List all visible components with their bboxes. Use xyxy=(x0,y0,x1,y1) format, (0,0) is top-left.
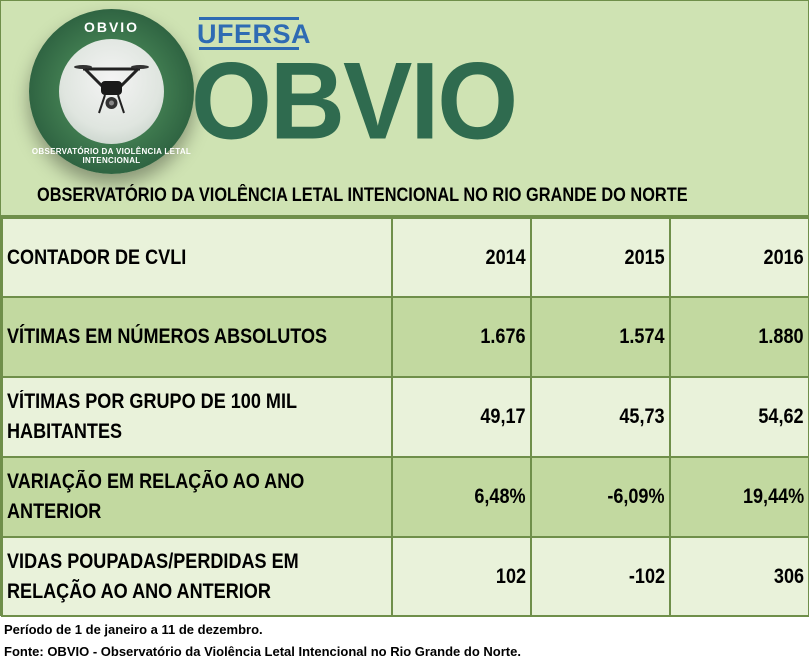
value-cell: -102 xyxy=(530,536,671,617)
obvio-brand-logo: OBVIO xyxy=(191,40,518,163)
report-subtitle: OBSERVATÓRIO DA VIOLÊNCIA LETAL INTENCIO… xyxy=(37,185,688,206)
report-frame: OBVIO OBSERVATÓRIO DA VIOLÊNCIA LETAL IN… xyxy=(0,0,809,617)
drone-icon xyxy=(74,65,149,114)
year-2016-cell: 2016 xyxy=(669,217,809,298)
value-cell: 49,17 xyxy=(391,376,532,458)
value-cell: 6,48% xyxy=(391,456,532,538)
value-cell: 102 xyxy=(391,536,532,617)
table-row: VÍTIMAS POR GRUPO DE 100 MIL HABITANTES … xyxy=(1,376,809,458)
ufersa-top-rule xyxy=(199,17,299,20)
value-cell: 54,62 xyxy=(669,376,809,458)
seal-center xyxy=(59,39,164,144)
value-cell: 45,73 xyxy=(530,376,671,458)
table-row: VARIAÇÃO EM RELAÇÃO AO ANO ANTERIOR 6,48… xyxy=(1,456,809,538)
table-row: VIDAS POUPADAS/PERDIDAS EM RELAÇÃO AO AN… xyxy=(1,536,809,617)
year-2015-cell: 2015 xyxy=(530,217,671,298)
value-cell: -6,09% xyxy=(530,456,671,538)
value-cell: 306 xyxy=(669,536,809,617)
row-label-cell: VÍTIMAS EM NÚMEROS ABSOLUTOS xyxy=(1,296,393,378)
value-cell: 1.880 xyxy=(669,296,809,378)
row-label-cell: VARIAÇÃO EM RELAÇÃO AO ANO ANTERIOR xyxy=(1,456,393,538)
value-cell: 19,44% xyxy=(669,456,809,538)
table-row: VÍTIMAS EM NÚMEROS ABSOLUTOS 1.676 1.574… xyxy=(1,296,809,378)
seal-top-text: OBVIO xyxy=(83,19,140,35)
ufersa-logo-text: UFERSA xyxy=(197,19,312,49)
value-cell: 1.574 xyxy=(530,296,671,378)
obvio-seal-logo: OBVIO OBSERVATÓRIO DA VIOLÊNCIA LETAL IN… xyxy=(29,9,194,174)
row-label-cell: VIDAS POUPADAS/PERDIDAS EM RELAÇÃO AO AN… xyxy=(1,536,393,617)
report-header: OBVIO OBSERVATÓRIO DA VIOLÊNCIA LETAL IN… xyxy=(1,1,808,217)
row-label-cell: VÍTIMAS POR GRUPO DE 100 MIL HABITANTES xyxy=(1,376,393,458)
header-label-cell: CONTADOR DE CVLI xyxy=(1,217,393,298)
cvli-table: CONTADOR DE CVLI 2014 2015 2016 VÍTIMAS … xyxy=(1,217,809,617)
value-cell: 1.676 xyxy=(391,296,532,378)
year-2014-cell: 2014 xyxy=(391,217,532,298)
period-note: Período de 1 de janeiro a 11 de dezembro… xyxy=(4,622,263,637)
ufersa-bottom-rule xyxy=(199,47,299,50)
source-note: Fonte: OBVIO - Observatório da Violência… xyxy=(4,644,521,659)
table-header-row: CONTADOR DE CVLI 2014 2015 2016 xyxy=(1,217,809,298)
seal-caption: OBSERVATÓRIO DA VIOLÊNCIA LETAL INTENCIO… xyxy=(31,147,192,165)
